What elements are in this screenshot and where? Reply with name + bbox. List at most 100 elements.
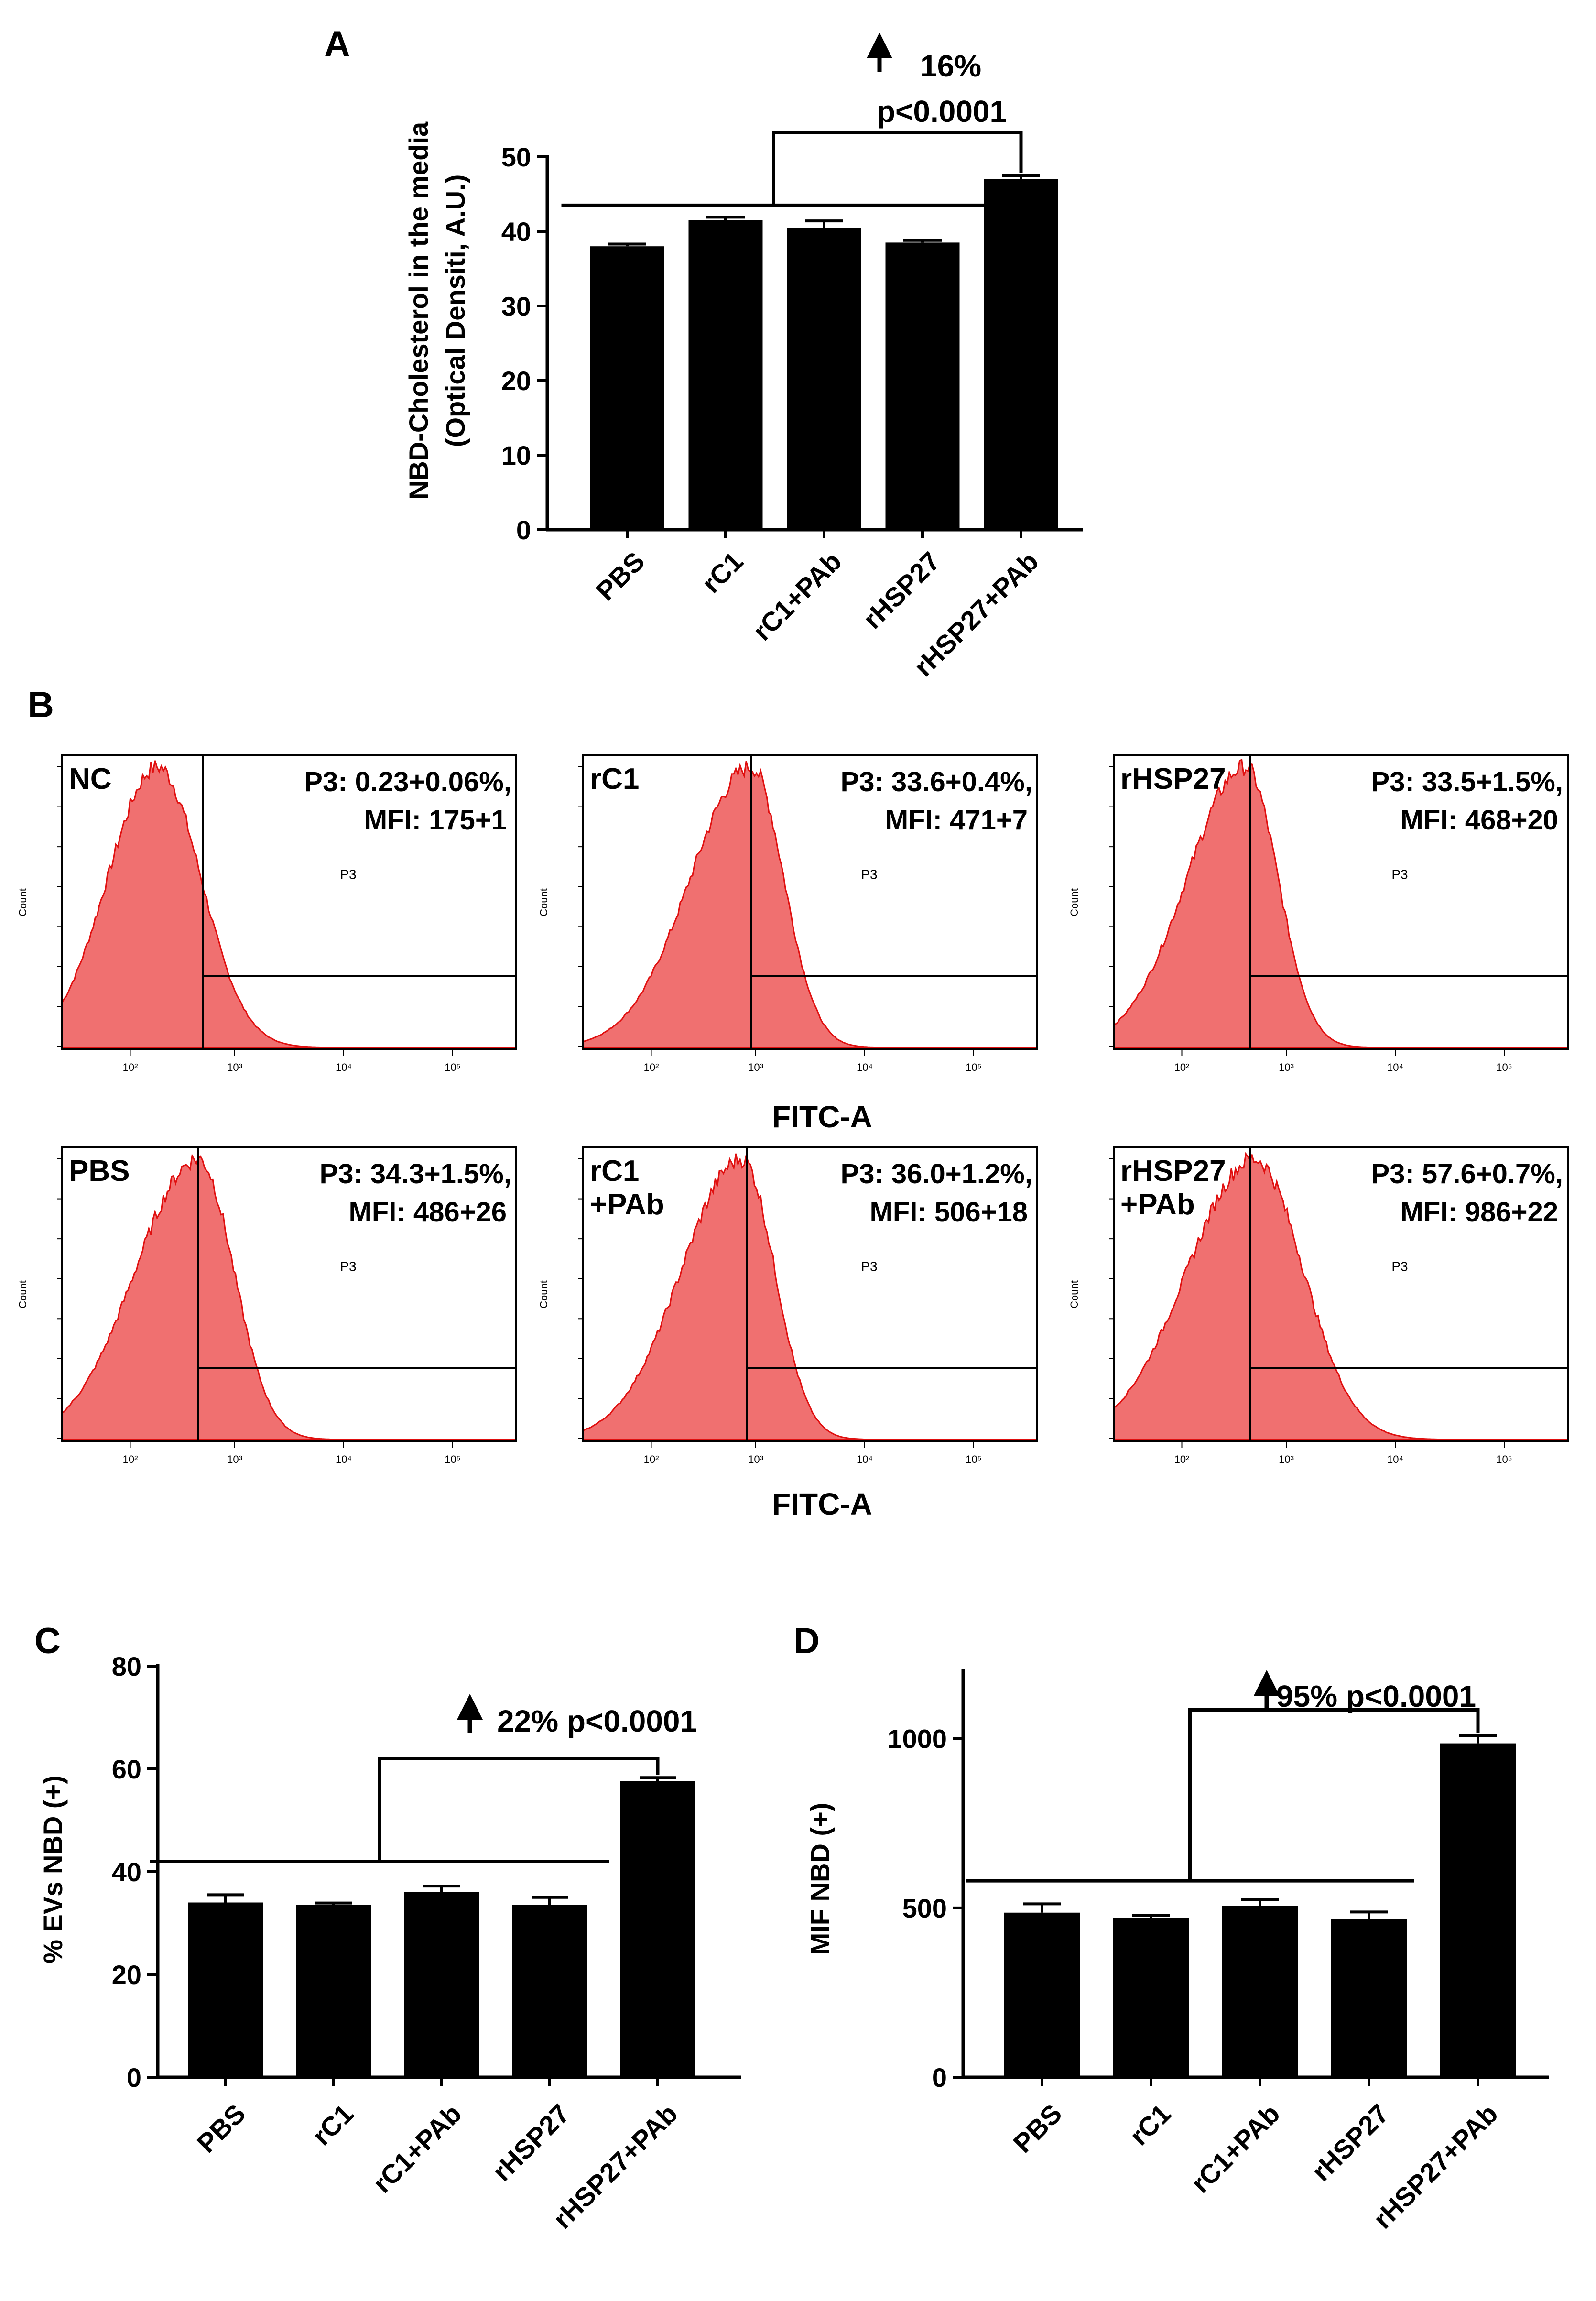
histogram-panel-5: Count P3 rHSP27+PAb P3: 57.6+0.7%, MFI: 986+… [1068,1146,1569,1465]
fitc-axis-label-bottom: FITC-A [772,1487,872,1521]
count-axis-label: Count [1068,888,1080,916]
histogram-panel-0: Count P3 NC P3: 0.23+0.06%, MFI: 175+1 10² 10³… [17,754,517,1073]
histogram-p3-stat-2: P3: 33.5+1.5%, [1371,766,1563,797]
bar-a-1 [688,220,763,530]
histogram-frame-0 [61,754,517,1050]
bar-c-2 [404,1892,479,2077]
y-tick-label-c-0: 0 [127,2062,141,2093]
hist-x-tick-label: 10² [644,1453,659,1465]
histogram-mfi-stat-5: MFI: 986+22 [1401,1197,1558,1228]
bar-a-2 [787,228,861,530]
category-label-a-1: rC1 [696,546,749,599]
count-axis-label: Count [17,1280,29,1309]
category-label-d-3: rHSP27 [1306,2098,1394,2187]
histogram-sample-label2-4: +PAb [590,1188,664,1221]
histogram-frame-2 [1113,754,1569,1050]
hist-x-tick-label: 10⁴ [336,1061,352,1073]
bar-c-3 [512,1905,587,2077]
histogram-fill-2 [1113,758,1568,1048]
hist-x-tick-label: 10⁵ [966,1453,982,1465]
histogram-panel-2: Count P3 rHSP27 P3: 33.5+1.5%, MFI: 468+20 10… [1068,754,1569,1073]
y-tick-label-a-5: 50 [501,142,531,172]
panel-a-letter: A [324,24,350,65]
histogram-frame-5 [1113,1146,1569,1442]
y-tick-label-c-3: 60 [112,1754,141,1784]
y-tick-label-a-0: 0 [516,515,531,545]
hist-x-tick-label: 10⁴ [857,1453,873,1465]
histogram-mfi-stat-0: MFI: 175+1 [364,805,507,836]
y-tick-label-a-1: 10 [501,440,531,470]
hist-x-tick-label: 10⁴ [1387,1453,1403,1465]
histogram-panel-1: Count P3 rC1 P3: 33.6+0.4%, MFI: 471+7 10² 10³… [538,754,1038,1073]
bar-d-4 [1440,1743,1516,2077]
panel-b-flow-histograms: B Count P3 NC P3: 0.23+0.06%, MFI: 175+1 10² 1… [17,685,1569,1521]
hist-x-tick-label: 10² [123,1061,138,1073]
histogram-sample-label-1: rC1 [590,763,639,796]
category-label-c-2: rC1+PAb [367,2098,467,2199]
histogram-sample-label2-5: +PAb [1120,1188,1195,1221]
y-tick-label-a-4: 40 [501,217,531,247]
gate-p3-label: P3 [1391,867,1408,882]
panel-d-ylabel: MIF NBD (+) [805,1803,835,1955]
panel-d-chart: D MIF NBD (+) 0 500 1000 PBS rC1 rC1+PAb rHSP… [793,1621,1549,2235]
hist-x-tick-label: 10⁴ [857,1061,873,1073]
histogram-mfi-stat-1: MFI: 471+7 [885,805,1028,836]
category-label-d-0: PBS [1008,2098,1068,2159]
histogram-sample-label-4: rC1 [590,1155,639,1188]
histogram-fill-3 [61,1153,516,1440]
y-tick-label-c-2: 40 [112,1857,141,1887]
bar-a-3 [885,242,960,530]
histogram-mfi-stat-2: MFI: 468+20 [1401,805,1558,836]
histogram-p3-stat-0: P3: 0.23+0.06%, [304,766,511,797]
gate-p3-label: P3 [861,867,877,882]
hist-x-tick-label: 10⁵ [1496,1453,1512,1465]
category-label-a-0: PBS [590,546,651,606]
hist-x-tick-label: 10³ [1279,1061,1294,1073]
category-label-a-3: rHSP27 [857,546,945,634]
panel-c-ylabel: % EVs NBD (+) [38,1775,68,1963]
histogram-fill-4 [582,1153,1037,1440]
bar-c-1 [296,1905,371,2077]
fitc-axis-label-top: FITC-A [772,1100,872,1134]
gate-p3-label: P3 [1391,1259,1408,1274]
count-axis-label: Count [1068,1280,1080,1309]
histogram-fill-1 [582,761,1037,1048]
panel-b-letter: B [28,685,54,725]
histogram-frame-1 [582,754,1038,1050]
hist-x-tick-label: 10² [1174,1453,1190,1465]
panel-c-chart: C % EVs NBD (+) 0 20 40 60 80 PBS rC1 rC1+PAb r… [34,1621,741,2235]
panel-d-letter: D [793,1621,820,1661]
panel-a-annotation-percent: 16% [920,49,981,83]
histogram-frame-4 [582,1146,1038,1442]
panel-c-annotation: 22% p<0.0001 [497,1704,697,1738]
hist-x-tick-label: 10⁴ [1387,1061,1403,1073]
panel-a-chart: A NBD-Cholesterol in the media (Optical … [324,24,1083,682]
histogram-panel-4: Count P3 rC1+PAb P3: 36.0+1.2%, MFI: 506+18 1… [538,1146,1038,1465]
gate-p3-label: P3 [340,1259,356,1274]
gate-p3-label: P3 [340,867,356,882]
y-tick-label-c-1: 20 [112,1960,141,1990]
hist-x-tick-label: 10⁵ [966,1061,982,1073]
histogram-p3-stat-3: P3: 34.3+1.5%, [320,1158,511,1189]
hist-x-tick-label: 10² [123,1453,138,1465]
bar-d-1 [1113,1918,1189,2077]
hist-x-tick-label: 10⁵ [1496,1061,1512,1073]
histogram-p3-stat-1: P3: 33.6+0.4%, [841,766,1032,797]
y-tick-label-a-2: 20 [501,366,531,396]
hist-x-tick-label: 10² [644,1061,659,1073]
y-tick-label-c-4: 80 [112,1651,141,1681]
histogram-p3-stat-5: P3: 57.6+0.7%, [1371,1158,1563,1189]
bar-c-4 [620,1781,695,2077]
histogram-fill-5 [1113,1152,1568,1440]
panel-a-annotation-pvalue: p<0.0001 [877,94,1007,129]
category-label-d-2: rC1+PAb [1185,2098,1286,2199]
category-label-c-1: rC1 [306,2098,359,2151]
significance-bracket-c [378,1757,660,1862]
hist-x-tick-label: 10³ [1279,1453,1294,1465]
panel-d-annotation: 95% p<0.0001 [1276,1679,1476,1713]
hist-x-tick-label: 10⁴ [336,1453,352,1465]
histogram-mfi-stat-4: MFI: 506+18 [870,1197,1028,1228]
hist-x-tick-label: 10⁵ [445,1061,461,1073]
y-tick-label-d-0: 0 [932,2062,947,2093]
bar-d-0 [1004,1912,1080,2077]
